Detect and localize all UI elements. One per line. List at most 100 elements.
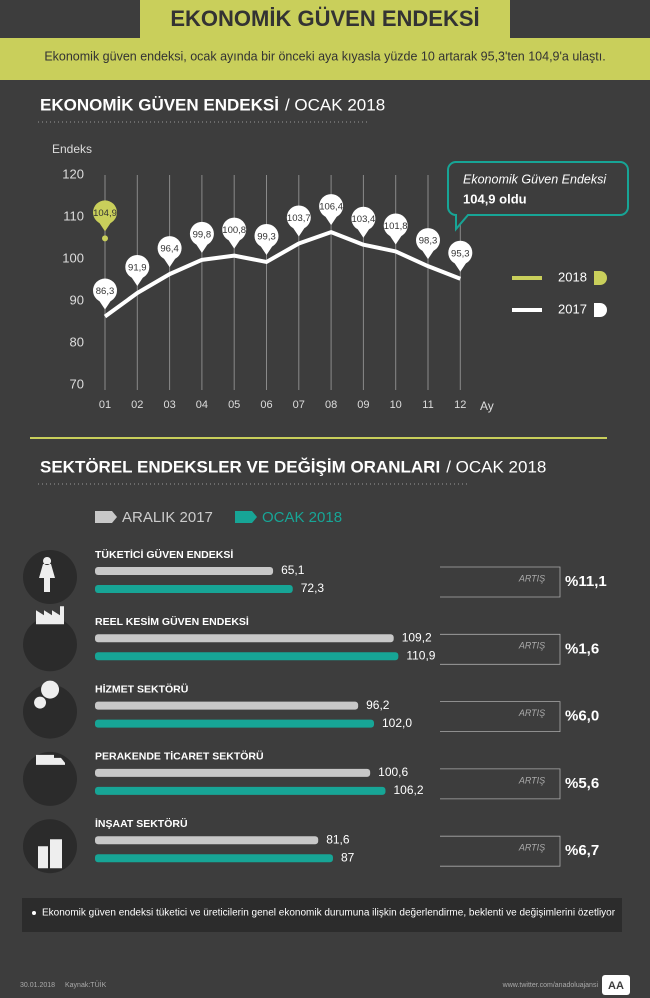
annotation-box <box>447 161 629 232</box>
value-label: 87 <box>341 850 355 864</box>
change-caption: ARTIŞ <box>518 708 545 718</box>
icon <box>36 754 65 765</box>
y-tick-label: 110 <box>63 208 84 223</box>
icon-circle <box>23 617 77 672</box>
change-label: %1,6 <box>565 640 599 657</box>
pin-head <box>222 217 247 242</box>
pin <box>389 235 402 245</box>
page-subtitle: Ekonomik güven endeksi, ocak ayında bir … <box>44 49 605 63</box>
value-label: 101,8 <box>384 221 408 232</box>
x-tick-label: 08 <box>325 399 337 411</box>
bullet <box>32 911 36 915</box>
x-tick-label: 07 <box>293 399 305 411</box>
pin <box>357 228 370 238</box>
x-tick-label: 12 <box>454 399 466 411</box>
legend-label: 2017 <box>558 301 587 316</box>
bar <box>95 701 359 710</box>
pin-head <box>383 213 408 238</box>
annotation: 104,9 oldu <box>463 191 527 206</box>
category-label: TÜKETİCİ GÜVEN ENDEKSİ <box>95 548 233 561</box>
bar <box>95 836 319 845</box>
pin-head <box>319 194 344 219</box>
page-title: EKONOMİK GÜVEN ENDEKSİ <box>170 6 479 31</box>
icon <box>38 839 62 869</box>
bar <box>95 652 399 661</box>
y-tick-label: 80 <box>70 334 84 349</box>
pin <box>99 222 111 232</box>
pin <box>99 300 111 310</box>
bar <box>95 567 274 575</box>
bar <box>95 786 386 795</box>
bracket <box>440 768 561 800</box>
section-title: SEKTÖREL ENDEKSLER VE DEĞİŞİM ORANLARI <box>40 457 440 476</box>
bracket <box>440 633 561 665</box>
footer-source: Kaynak:TÜİK <box>65 980 107 989</box>
category-label: HİZMET SEKTÖRÜ <box>95 682 188 695</box>
annotation: Ekonomik Güven Endeksi <box>463 172 607 186</box>
x-tick-label: 05 <box>228 399 240 411</box>
value-label: 81,6 <box>326 832 350 846</box>
footer-url: www.twitter.com/anadoluajansi <box>502 982 599 989</box>
note: Ekonomik güven endeksi tüketici ve üreti… <box>42 908 616 919</box>
pin-head <box>448 240 473 265</box>
x-tick-label: 10 <box>390 399 402 411</box>
x-axis-label: Ay <box>480 399 494 413</box>
value-label: 72,3 <box>301 581 325 595</box>
value-label: 65,1 <box>281 563 305 577</box>
title-tab <box>140 0 510 38</box>
value-label: 106,4 <box>319 202 343 213</box>
value-label: 103,4 <box>352 214 376 225</box>
pin-head <box>286 205 311 230</box>
value-label: 91,9 <box>128 263 147 274</box>
subtitle-band <box>0 38 650 80</box>
y-tick-label: 70 <box>70 376 84 391</box>
bar <box>95 634 394 643</box>
value-label: 95,3 <box>451 248 470 259</box>
legend-label: ARALIK 2017 <box>122 509 213 526</box>
pin <box>260 245 273 255</box>
pin-head <box>125 255 150 280</box>
change-label: %5,6 <box>565 775 599 792</box>
icon <box>36 606 64 625</box>
section-subtitle: / OCAK 2018 <box>446 457 546 476</box>
x-tick-label: 09 <box>357 399 369 411</box>
category-label: PERAKENDE TİCARET SEKTÖRÜ <box>95 750 264 763</box>
y-tick-label: 100 <box>62 250 84 265</box>
y-axis-label: Endeks <box>52 142 92 156</box>
point <box>102 235 108 242</box>
value-label: 99,3 <box>257 231 276 242</box>
value-label: 109,2 <box>402 630 432 644</box>
change-label: %6,0 <box>565 708 599 725</box>
legend-swatch <box>95 511 117 523</box>
icon <box>39 557 55 592</box>
legend-pin <box>594 271 607 285</box>
value-label: 103,7 <box>287 213 311 224</box>
pin <box>131 277 144 287</box>
legend-label: OCAK 2018 <box>262 509 342 526</box>
pin <box>195 243 208 253</box>
change-caption: ARTIŞ <box>518 641 545 651</box>
bracket <box>440 566 561 598</box>
legend-swatch <box>235 511 257 523</box>
bar <box>95 719 374 728</box>
section-subtitle: / OCAK 2018 <box>285 95 385 114</box>
pin-head <box>93 200 117 225</box>
value-label: 98,3 <box>419 236 438 247</box>
value-label: 100,8 <box>222 225 246 236</box>
pin-head <box>157 236 182 261</box>
x-tick-label: 04 <box>196 399 208 411</box>
pin-head <box>189 221 214 246</box>
pin-head <box>93 278 117 303</box>
x-tick-label: 11 <box>422 399 433 411</box>
bracket <box>440 835 561 867</box>
y-tick-label: 120 <box>62 166 84 181</box>
category-label: REEL KESİM GÜVEN ENDEKSİ <box>95 615 249 628</box>
bar <box>95 854 333 863</box>
value-label: 104,9 <box>93 208 117 219</box>
pin-head <box>416 228 440 253</box>
value-label: 99,8 <box>193 229 212 240</box>
pin <box>163 258 176 268</box>
value-label: 106,2 <box>393 783 423 797</box>
